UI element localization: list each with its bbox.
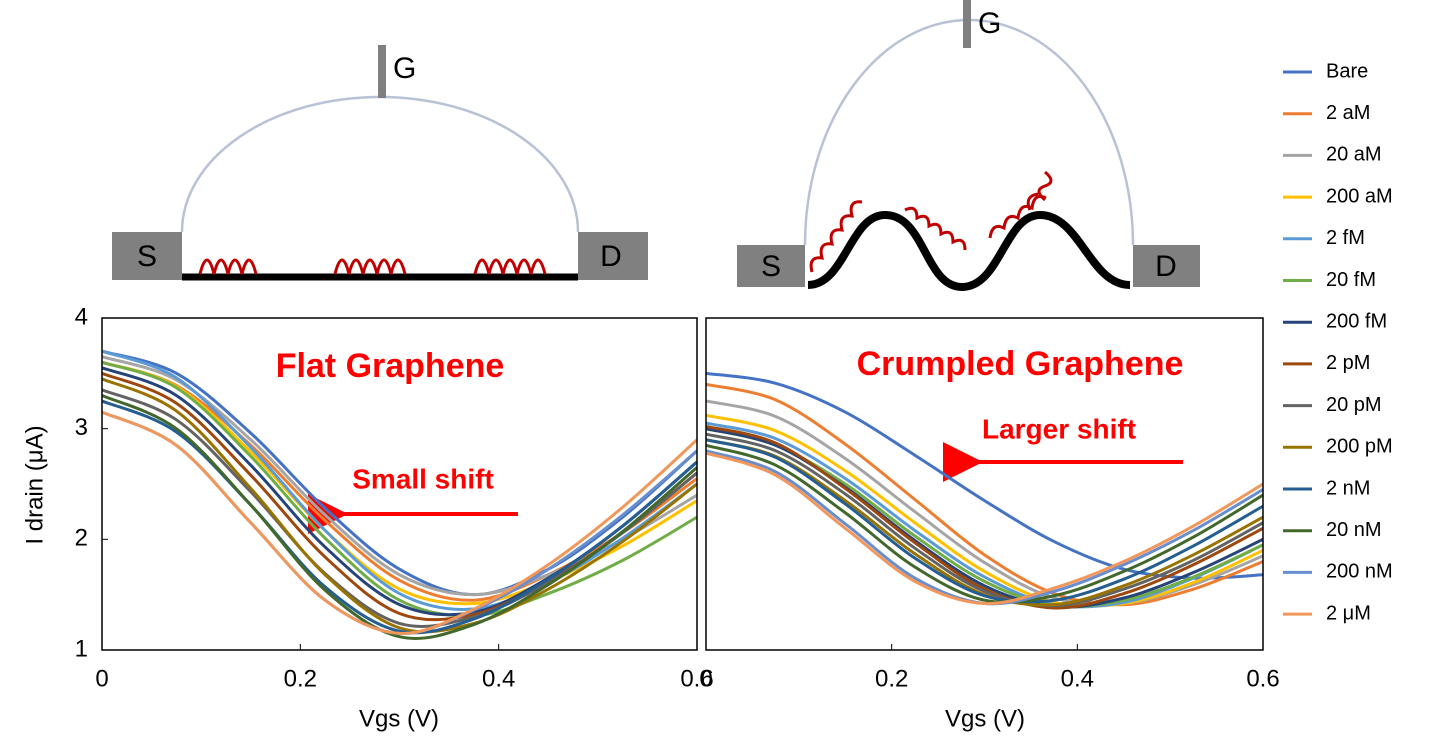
series-line — [102, 360, 697, 618]
x-axis-label: Vgs (V) — [359, 705, 439, 732]
x-axis-label: Vgs (V) — [945, 705, 1025, 732]
flat-diagram: G S D — [112, 45, 648, 281]
legend-label: 20 aM — [1326, 144, 1382, 166]
legend-label: 200 nM — [1326, 561, 1393, 583]
legend-label: 20 pM — [1326, 394, 1382, 416]
series-line — [706, 424, 1263, 610]
series-line — [706, 432, 1263, 608]
x-tick-label: 0.2 — [875, 665, 908, 692]
x-tick-label: 0.6 — [1246, 665, 1279, 692]
series-line — [102, 371, 697, 622]
source-pad — [737, 245, 805, 287]
legend-label: 2 μM — [1326, 602, 1371, 624]
probe-molecules — [198, 258, 547, 275]
y-tick-label: 3 — [75, 414, 88, 441]
plot-frame — [705, 317, 1264, 651]
y-axis-label: I drain (μA) — [21, 425, 48, 544]
legend-label: 2 pM — [1326, 352, 1370, 374]
y-tick-label: 1 — [75, 635, 88, 662]
drain-label: D — [600, 240, 622, 273]
legend-label: 200 fM — [1326, 310, 1387, 332]
crumpled-diagram: G S D — [737, 0, 1200, 292]
series-line — [706, 382, 1263, 607]
gate-label: G — [393, 52, 416, 85]
x-tick-label: 0 — [95, 665, 108, 692]
gate-arc — [180, 95, 580, 233]
gate-arc — [803, 18, 1135, 246]
source-pad — [112, 232, 182, 280]
series-line — [102, 349, 697, 597]
plot-lines — [706, 371, 1263, 610]
plot-frame — [101, 317, 698, 651]
drain-pad — [1133, 245, 1200, 287]
plot-lines — [102, 349, 697, 640]
y-tick-label: 4 — [75, 303, 88, 330]
legend-label: 2 aM — [1326, 102, 1370, 124]
series-line — [706, 451, 1263, 606]
series-line — [706, 421, 1263, 609]
drain-label: D — [1155, 250, 1177, 283]
source-label: S — [137, 240, 157, 273]
series-line — [102, 399, 697, 635]
series-line — [706, 371, 1263, 580]
series-line — [706, 413, 1263, 608]
annotation: Crumpled Graphene — [857, 345, 1184, 383]
legend-label: 200 pM — [1326, 436, 1393, 458]
legend-label: 20 fM — [1326, 269, 1376, 291]
crumpled-graphene — [807, 210, 1131, 292]
legend-label: 2 nM — [1326, 477, 1370, 499]
annotation: Small shift — [352, 463, 494, 494]
legend-label: 20 nM — [1326, 519, 1382, 541]
y-tick-label: 2 — [75, 525, 88, 552]
annotation: Larger shift — [982, 413, 1136, 444]
series-line — [706, 443, 1263, 604]
series-line — [706, 427, 1263, 609]
legend-label: Bare — [1326, 60, 1368, 82]
x-tick-label: 0.4 — [1061, 665, 1094, 692]
annotation: Flat Graphene — [276, 347, 505, 385]
x-tick-label: 0.4 — [482, 665, 515, 692]
series-line — [706, 438, 1263, 604]
gate-label: G — [978, 7, 1001, 40]
legend-label: 200 aM — [1326, 185, 1393, 207]
drain-pad — [578, 232, 648, 280]
series-line — [102, 377, 697, 634]
source-label: S — [761, 250, 781, 283]
x-tick-label: 0 — [699, 665, 712, 692]
series-line — [102, 394, 697, 640]
series-line — [102, 349, 697, 611]
x-tick-label: 0.2 — [284, 665, 317, 692]
series-line — [102, 410, 697, 635]
x-tick-label: 0.6 — [680, 665, 713, 692]
probe-molecules — [809, 170, 1053, 273]
legend-label: 2 fM — [1326, 227, 1365, 249]
